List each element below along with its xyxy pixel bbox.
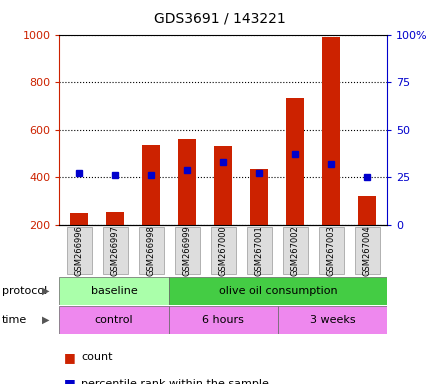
Text: time: time [2,314,27,325]
Text: GSM266999: GSM266999 [183,225,192,276]
FancyBboxPatch shape [319,227,344,274]
FancyBboxPatch shape [175,227,200,274]
Text: GSM267002: GSM267002 [291,225,300,276]
FancyBboxPatch shape [59,277,169,305]
Bar [286,98,304,225]
Text: 3 weeks: 3 weeks [310,314,356,325]
Bar [250,169,268,225]
FancyBboxPatch shape [59,306,169,333]
Text: ■: ■ [64,377,76,384]
FancyBboxPatch shape [355,227,380,274]
Text: count: count [81,352,113,362]
FancyBboxPatch shape [211,227,236,274]
FancyBboxPatch shape [278,306,387,333]
Bar [142,145,160,225]
Text: GDS3691 / 143221: GDS3691 / 143221 [154,12,286,25]
Text: control: control [95,314,133,325]
Text: ▶: ▶ [42,314,49,325]
FancyBboxPatch shape [66,227,92,274]
FancyBboxPatch shape [247,227,272,274]
Bar [106,212,124,225]
FancyBboxPatch shape [169,277,387,305]
Text: GSM267000: GSM267000 [219,225,228,276]
Bar [359,196,376,225]
Text: 6 hours: 6 hours [202,314,244,325]
FancyBboxPatch shape [103,227,128,274]
Text: protocol: protocol [2,286,48,296]
Text: GSM266996: GSM266996 [75,225,84,276]
Text: percentile rank within the sample: percentile rank within the sample [81,379,269,384]
Text: GSM267003: GSM267003 [327,225,336,276]
FancyBboxPatch shape [283,227,308,274]
Bar [178,139,196,225]
FancyBboxPatch shape [169,306,278,333]
Bar [70,213,88,225]
Text: olive oil consumption: olive oil consumption [219,286,337,296]
Text: baseline: baseline [91,286,137,296]
Text: GSM267004: GSM267004 [363,225,372,276]
Bar [323,37,341,225]
Text: ■: ■ [64,351,76,364]
Text: ▶: ▶ [42,286,49,296]
Text: GSM266997: GSM266997 [111,225,120,276]
Text: GSM266998: GSM266998 [147,225,156,276]
FancyBboxPatch shape [139,227,164,274]
Text: GSM267001: GSM267001 [255,225,264,276]
Bar [214,146,232,225]
